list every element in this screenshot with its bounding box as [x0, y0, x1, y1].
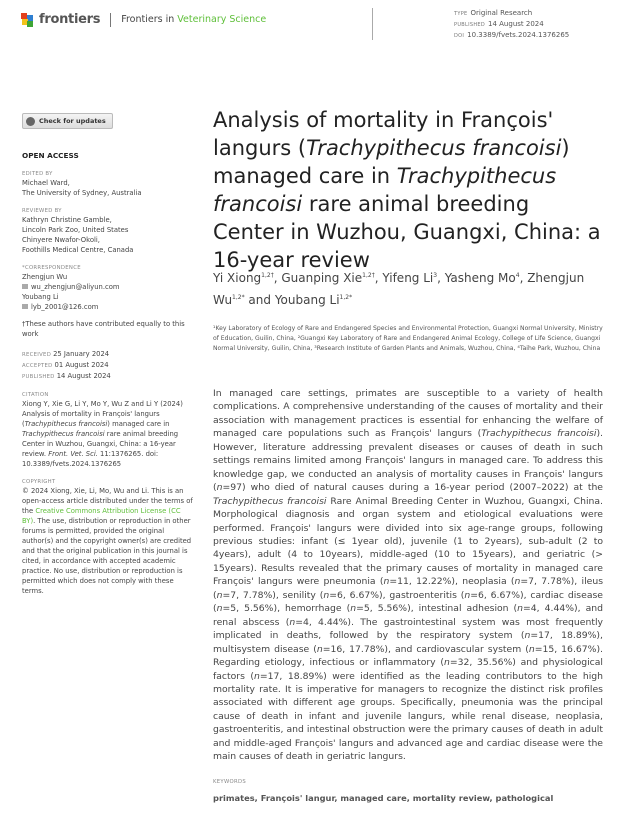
brand-name: frontiers	[39, 12, 101, 27]
italic-text: n	[350, 603, 357, 615]
author-name[interactable]: Yifeng Li3	[382, 271, 438, 285]
email-link[interactable]: lyb_2001@126.com	[31, 303, 99, 311]
italic-text: n	[528, 643, 535, 655]
text-segment: =17, 18.89%), multisystem disease (	[213, 630, 603, 655]
article-title: Analysis of mortality in François' langu…	[213, 106, 603, 274]
header-divider	[110, 12, 112, 27]
copyright: © 2024 Xiong, Xie, Li, Mo, Wu and Li. Th…	[22, 487, 193, 595]
text-segment: ) managed care in	[107, 420, 170, 428]
text-segment: =4, 4.44%), and renal abscess (	[213, 603, 603, 628]
text-segment: Xiong Y, Xie G, Li Y, Mo Y, Wu Z and Li …	[22, 400, 183, 428]
author-name[interactable]: Guanping Xie1,2†	[281, 271, 375, 285]
affiliations: ¹Key Laboratory of Ecology of Rare and E…	[213, 325, 603, 352]
text-segment: =6, 6.67%), cardiac disease (	[213, 589, 603, 615]
sidebar: Check for updates OPEN ACCESS EDITED BY …	[22, 113, 194, 596]
italic-text: Trachypithecus francoisi	[306, 136, 562, 160]
text-segment: =7, 7.78%), senility (	[222, 589, 324, 601]
italic-text: n	[216, 603, 223, 615]
equal-contribution-note: †These authors have contributed equally …	[22, 320, 185, 338]
open-access-label: OPEN ACCESS	[22, 151, 79, 160]
reviewers: Kathryn Christine Gamble, Lincoln Park Zo…	[22, 216, 134, 254]
text-segment: rare animal breeding Center in Wuzhou, G…	[22, 430, 179, 458]
article-meta: TYPE Original Research PUBLISHED 14 August…	[372, 8, 569, 40]
italic-text: n	[254, 670, 260, 682]
italic-text: n	[316, 643, 323, 655]
italic-text: n	[323, 589, 330, 601]
text-segment: =17, 18.89%) were identified as the lead…	[213, 670, 604, 763]
check-for-updates-button[interactable]: Check for updates	[22, 113, 113, 129]
text-segment: =6, 6.67%), gastroenteritis (	[329, 589, 465, 601]
journal-name: Frontiers in Veterinary Science	[121, 14, 267, 25]
text-segment: =5, 5.56%), intestinal adhesion (	[356, 603, 518, 615]
text-segment: =7, 7.78%), ileus (	[213, 576, 604, 601]
italic-text: n	[464, 589, 471, 601]
italic-text: Trachypithecus francoisi	[213, 164, 557, 216]
header-logo: frontiers Frontiers in Veterinary Scienc…	[21, 12, 266, 27]
text-segment: ) managed care in	[213, 136, 570, 188]
email-link[interactable]: wu_zhengjun@aliyun.com	[31, 283, 120, 291]
text-segment: Analysis of mortality in François' langu…	[213, 108, 554, 160]
text-segment: ). However, literature addressing preval…	[213, 428, 604, 494]
text-segment: 11:1376265. doi: 10.3389/fvets.2024.1376…	[22, 450, 159, 468]
text-segment: =16, 17.78%), and cardiovascular system …	[322, 643, 529, 655]
text-segment: =11, 12.22%), neoplasia (	[389, 576, 515, 588]
email-icon	[22, 284, 28, 289]
italic-text: n	[514, 576, 521, 588]
author-name[interactable]: Zhengjun Wu1,2*	[213, 271, 585, 307]
author-name[interactable]: Yi Xiong1,2†	[213, 271, 274, 285]
text-segment: =4, 4.44%). The gastrointestinal system …	[213, 616, 603, 642]
text-segment: =15, 16.67%). Regarding etiology, infect…	[213, 643, 603, 669]
text-segment: In managed care settings, primates are s…	[213, 388, 603, 440]
italic-text: Trachypithecus francoisi	[213, 495, 327, 507]
editor: Michael Ward, The University of Sydney, A…	[22, 179, 142, 197]
italic-text: n	[216, 589, 223, 601]
keywords-label: KEYWORDS	[213, 779, 246, 785]
email-icon	[22, 304, 28, 309]
italic-text: Trachypithecus francoisi	[24, 420, 108, 428]
doi-link[interactable]: 10.3389/fvets.2024.1376265	[467, 31, 570, 39]
italic-text: Trachypithecus francoisi	[481, 428, 597, 440]
italic-text: n	[289, 616, 296, 628]
author-name[interactable]: Youbang Li1,2*	[274, 293, 353, 307]
text-segment: Rare Animal Breeding Center in Wuzhou, G…	[213, 495, 604, 588]
italic-text: n	[524, 630, 531, 642]
frontiers-logo-icon	[21, 12, 33, 27]
text-segment: =97) who died of natural causes during a…	[222, 482, 603, 494]
update-icon	[26, 116, 35, 126]
italic-text: n	[517, 603, 524, 615]
italic-text: n	[383, 576, 390, 588]
text-segment: =32, 35.56%) and physiological factors (	[213, 657, 603, 682]
italic-text: n	[216, 482, 223, 494]
correspondence: Zhengjun Wu wu_zhengjun@aliyun.com Youba…	[22, 273, 120, 311]
italic-text: Trachypithecus francoisi	[22, 430, 105, 438]
italic-text: Front. Vet. Sci.	[48, 450, 98, 458]
author-name[interactable]: Yasheng Mo4	[444, 271, 520, 285]
abstract: In managed care settings, primates are s…	[213, 387, 603, 764]
license-link[interactable]: Creative Commons Attribution License (CC…	[22, 507, 181, 525]
citation: Xiong Y, Xie G, Li Y, Mo Y, Wu Z and Li …	[22, 399, 194, 469]
italic-text: n	[443, 657, 450, 669]
text-segment: rare animal breeding Center in Wuzhou, G…	[213, 192, 601, 272]
author-list: Yi Xiong1,2†, Guanping Xie1,2†, Yifeng L…	[213, 271, 585, 307]
keywords: primates, François' langur, managed care…	[213, 793, 554, 803]
dates: RECEIVED 25 January 2024 ACCEPTED 01 Augus…	[22, 350, 111, 380]
text-segment: =5, 5.56%), hemorrhage (	[222, 603, 351, 615]
